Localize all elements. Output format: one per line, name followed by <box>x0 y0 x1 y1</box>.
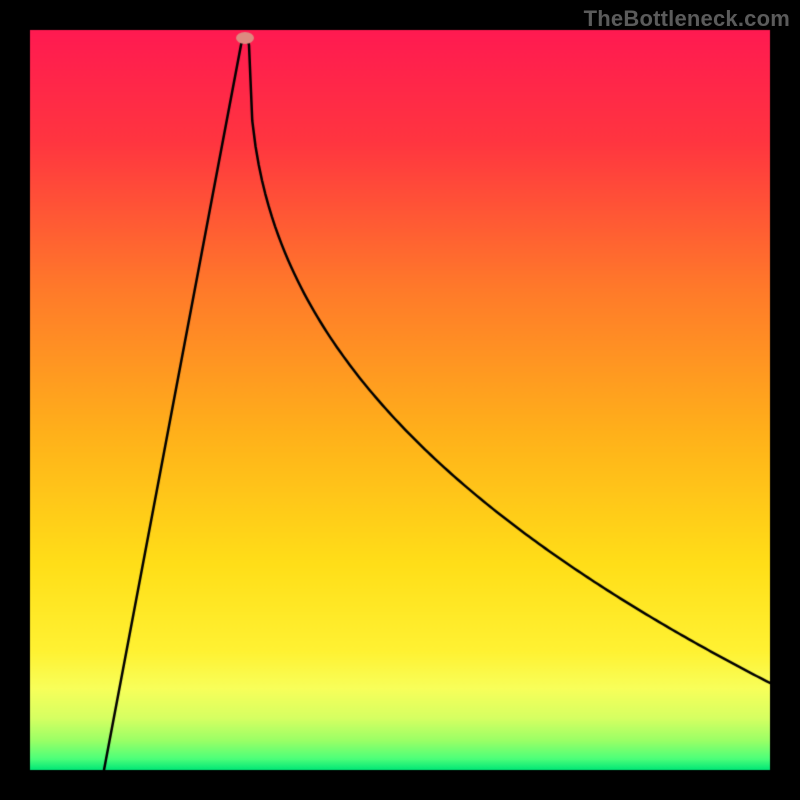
watermark-text: TheBottleneck.com <box>584 6 790 32</box>
bottleneck-chart-canvas <box>0 0 800 800</box>
